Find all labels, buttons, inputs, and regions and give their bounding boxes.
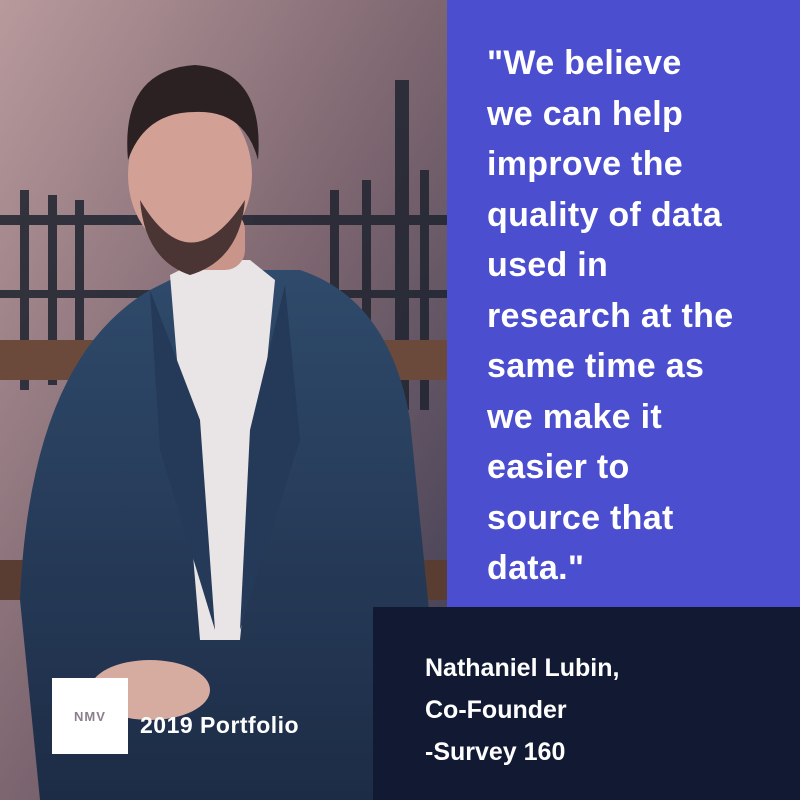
- attribution-line: -Survey 160: [425, 738, 566, 766]
- quote-line: quality of data: [487, 195, 722, 234]
- quote-line: improve the: [487, 145, 684, 183]
- badge-label: 2019 Portfolio: [140, 712, 300, 738]
- quote-line: data.": [487, 549, 585, 587]
- quote-line: used in: [487, 246, 609, 284]
- attribution: Nathaniel Lubin, Co-Founder -Survey 160: [425, 647, 619, 773]
- attribution-line: Nathaniel Lubin,: [425, 654, 620, 682]
- quote-line: we can help: [487, 94, 684, 133]
- quote-line: easier to: [487, 448, 630, 486]
- attribution-panel: Nathaniel Lubin, Co-Founder -Survey 160: [373, 607, 800, 800]
- quote: "We believe we can help improve the quality…: [487, 38, 733, 594]
- quote-line: research at the: [487, 296, 734, 335]
- quote-panel: "We believe we can help improve the quality…: [447, 0, 800, 607]
- attribution-line: Co-Founder: [425, 696, 567, 724]
- quote-line: we make it: [487, 397, 662, 436]
- quote-line: source that: [487, 498, 674, 537]
- logo: NMV: [52, 678, 128, 754]
- portrait-photo: [0, 0, 447, 800]
- quote-line: same time as: [487, 347, 705, 385]
- quote-line: "We believe: [487, 44, 682, 82]
